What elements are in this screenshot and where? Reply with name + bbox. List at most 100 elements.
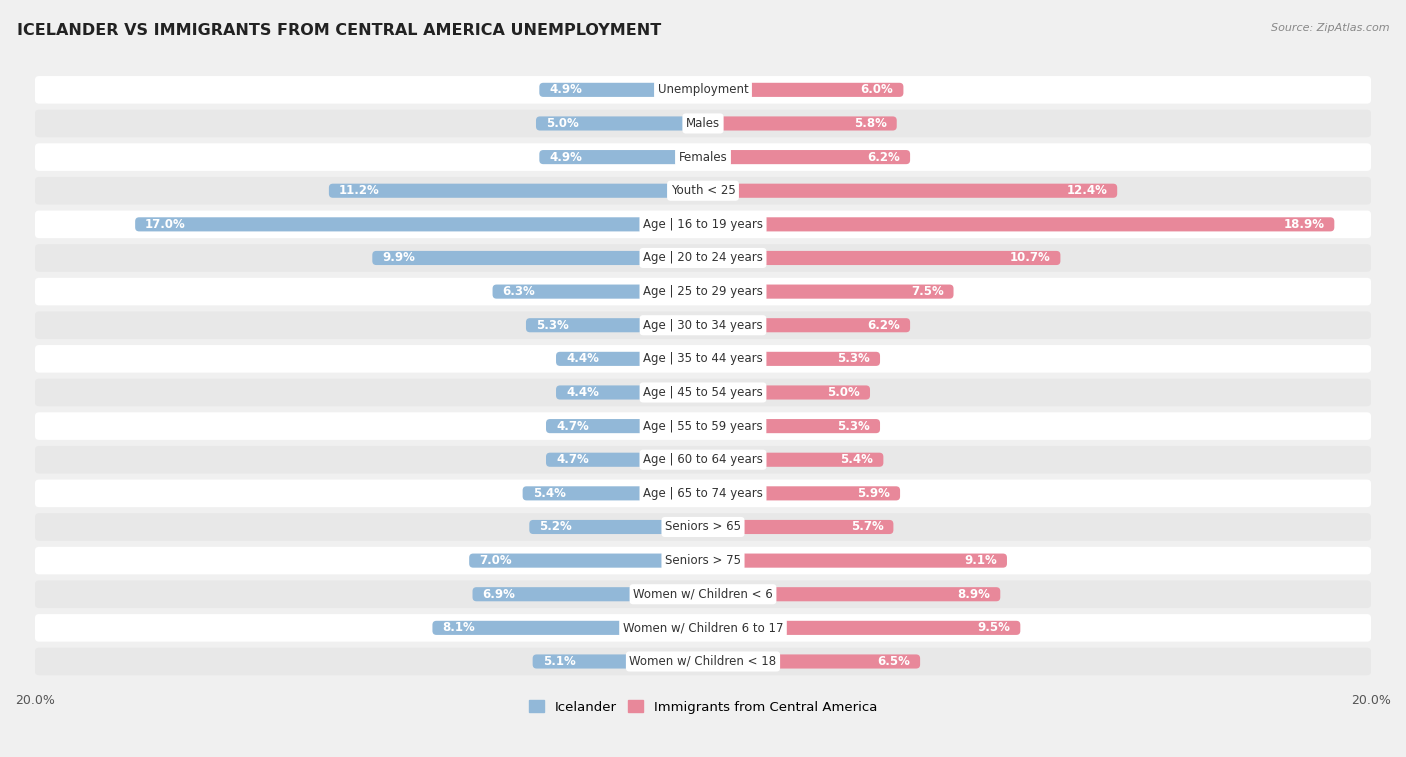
Text: Age | 20 to 24 years: Age | 20 to 24 years <box>643 251 763 264</box>
Legend: Icelander, Immigrants from Central America: Icelander, Immigrants from Central Ameri… <box>529 700 877 714</box>
FancyBboxPatch shape <box>492 285 703 299</box>
Text: 6.9%: 6.9% <box>482 587 516 601</box>
FancyBboxPatch shape <box>470 553 703 568</box>
Text: 9.5%: 9.5% <box>977 621 1011 634</box>
FancyBboxPatch shape <box>35 413 1371 440</box>
Text: Age | 55 to 59 years: Age | 55 to 59 years <box>643 419 763 432</box>
FancyBboxPatch shape <box>35 446 1371 474</box>
Text: 18.9%: 18.9% <box>1284 218 1324 231</box>
FancyBboxPatch shape <box>523 486 703 500</box>
FancyBboxPatch shape <box>703 385 870 400</box>
Text: 6.5%: 6.5% <box>877 655 910 668</box>
FancyBboxPatch shape <box>703 150 910 164</box>
FancyBboxPatch shape <box>35 345 1371 372</box>
Text: Women w/ Children < 18: Women w/ Children < 18 <box>630 655 776 668</box>
Text: 5.3%: 5.3% <box>536 319 569 332</box>
FancyBboxPatch shape <box>703 520 893 534</box>
Text: 5.0%: 5.0% <box>827 386 860 399</box>
Text: 4.9%: 4.9% <box>550 83 582 96</box>
FancyBboxPatch shape <box>703 553 1007 568</box>
Text: Source: ZipAtlas.com: Source: ZipAtlas.com <box>1271 23 1389 33</box>
Text: Unemployment: Unemployment <box>658 83 748 96</box>
Text: Age | 65 to 74 years: Age | 65 to 74 years <box>643 487 763 500</box>
Text: 6.0%: 6.0% <box>860 83 893 96</box>
FancyBboxPatch shape <box>703 217 1334 232</box>
Text: 10.7%: 10.7% <box>1010 251 1050 264</box>
FancyBboxPatch shape <box>703 453 883 467</box>
FancyBboxPatch shape <box>35 210 1371 238</box>
FancyBboxPatch shape <box>703 654 920 668</box>
FancyBboxPatch shape <box>546 419 703 433</box>
Text: 5.2%: 5.2% <box>540 521 572 534</box>
Text: 17.0%: 17.0% <box>145 218 186 231</box>
FancyBboxPatch shape <box>35 513 1371 540</box>
Text: 6.2%: 6.2% <box>868 319 900 332</box>
FancyBboxPatch shape <box>703 352 880 366</box>
Text: Age | 60 to 64 years: Age | 60 to 64 years <box>643 453 763 466</box>
FancyBboxPatch shape <box>703 117 897 130</box>
Text: 5.3%: 5.3% <box>837 352 870 366</box>
FancyBboxPatch shape <box>433 621 703 635</box>
FancyBboxPatch shape <box>472 587 703 601</box>
Text: Women w/ Children < 6: Women w/ Children < 6 <box>633 587 773 601</box>
FancyBboxPatch shape <box>703 83 904 97</box>
Text: Females: Females <box>679 151 727 164</box>
FancyBboxPatch shape <box>555 385 703 400</box>
Text: Age | 35 to 44 years: Age | 35 to 44 years <box>643 352 763 366</box>
FancyBboxPatch shape <box>35 614 1371 642</box>
Text: 8.9%: 8.9% <box>957 587 990 601</box>
FancyBboxPatch shape <box>35 547 1371 575</box>
FancyBboxPatch shape <box>135 217 703 232</box>
FancyBboxPatch shape <box>35 278 1371 305</box>
Text: 6.2%: 6.2% <box>868 151 900 164</box>
FancyBboxPatch shape <box>329 184 703 198</box>
Text: Seniors > 65: Seniors > 65 <box>665 521 741 534</box>
Text: 5.0%: 5.0% <box>546 117 579 130</box>
FancyBboxPatch shape <box>703 419 880 433</box>
FancyBboxPatch shape <box>536 117 703 130</box>
FancyBboxPatch shape <box>529 520 703 534</box>
FancyBboxPatch shape <box>35 143 1371 171</box>
FancyBboxPatch shape <box>703 587 1000 601</box>
FancyBboxPatch shape <box>35 311 1371 339</box>
Text: 5.7%: 5.7% <box>851 521 883 534</box>
FancyBboxPatch shape <box>35 110 1371 137</box>
Text: 4.4%: 4.4% <box>567 386 599 399</box>
FancyBboxPatch shape <box>35 648 1371 675</box>
Text: 6.3%: 6.3% <box>502 285 536 298</box>
FancyBboxPatch shape <box>373 251 703 265</box>
Text: 5.8%: 5.8% <box>853 117 887 130</box>
FancyBboxPatch shape <box>555 352 703 366</box>
Text: 4.7%: 4.7% <box>555 453 589 466</box>
Text: 4.9%: 4.9% <box>550 151 582 164</box>
Text: 4.4%: 4.4% <box>567 352 599 366</box>
FancyBboxPatch shape <box>526 318 703 332</box>
Text: ICELANDER VS IMMIGRANTS FROM CENTRAL AMERICA UNEMPLOYMENT: ICELANDER VS IMMIGRANTS FROM CENTRAL AME… <box>17 23 661 38</box>
Text: 5.1%: 5.1% <box>543 655 575 668</box>
FancyBboxPatch shape <box>533 654 703 668</box>
Text: 5.9%: 5.9% <box>858 487 890 500</box>
FancyBboxPatch shape <box>703 251 1060 265</box>
FancyBboxPatch shape <box>35 76 1371 104</box>
Text: 5.3%: 5.3% <box>837 419 870 432</box>
Text: 12.4%: 12.4% <box>1066 184 1107 198</box>
FancyBboxPatch shape <box>540 83 703 97</box>
Text: 5.4%: 5.4% <box>533 487 565 500</box>
FancyBboxPatch shape <box>540 150 703 164</box>
Text: Women w/ Children 6 to 17: Women w/ Children 6 to 17 <box>623 621 783 634</box>
Text: Youth < 25: Youth < 25 <box>671 184 735 198</box>
Text: 9.1%: 9.1% <box>965 554 997 567</box>
FancyBboxPatch shape <box>35 581 1371 608</box>
Text: Age | 45 to 54 years: Age | 45 to 54 years <box>643 386 763 399</box>
FancyBboxPatch shape <box>35 177 1371 204</box>
Text: Age | 30 to 34 years: Age | 30 to 34 years <box>643 319 763 332</box>
FancyBboxPatch shape <box>703 285 953 299</box>
FancyBboxPatch shape <box>546 453 703 467</box>
Text: 5.4%: 5.4% <box>841 453 873 466</box>
Text: 9.9%: 9.9% <box>382 251 415 264</box>
Text: Age | 16 to 19 years: Age | 16 to 19 years <box>643 218 763 231</box>
FancyBboxPatch shape <box>703 184 1118 198</box>
FancyBboxPatch shape <box>703 621 1021 635</box>
FancyBboxPatch shape <box>703 486 900 500</box>
Text: Age | 25 to 29 years: Age | 25 to 29 years <box>643 285 763 298</box>
